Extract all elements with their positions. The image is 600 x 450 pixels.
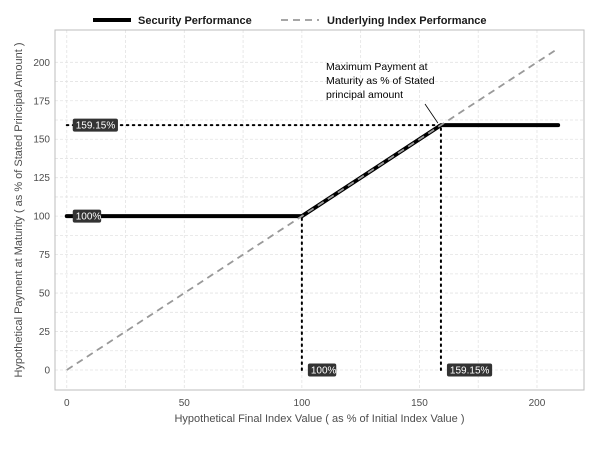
annotation-text-line: Maturity as % of Stated [326, 75, 435, 87]
annotation-text-line: principal amount [326, 89, 403, 101]
y-axis-title: Hypothetical Payment at Maturity ( as % … [13, 42, 25, 377]
legend-label-index: Underlying Index Performance [327, 15, 487, 27]
series [64, 47, 561, 371]
legend-label-security: Security Performance [138, 15, 252, 27]
axis-ticks: 0 50 100 150 200 0 25 50 75 100 125 150 175 200 [33, 58, 545, 409]
underlying-index-line [66, 47, 559, 371]
y-tick-label: 0 [44, 366, 50, 377]
value-label: 159.15% [76, 121, 116, 132]
x-tick-label: 50 [179, 398, 191, 409]
y-tick-label: 75 [39, 250, 51, 261]
y-tick-label: 150 [33, 135, 50, 146]
x-axis-title: Hypothetical Final Index Value ( as % of… [174, 413, 464, 425]
annotation-text-line: Maximum Payment at [326, 61, 428, 73]
x-tick-label: 150 [411, 398, 428, 409]
value-label-box [446, 363, 493, 377]
annotation-pointer [424, 103, 439, 124]
value-label: 100% [311, 366, 337, 377]
y-tick-label: 125 [33, 173, 50, 184]
legend: Security Performance Underlying Index Per… [93, 15, 487, 27]
y-tick-label: 200 [33, 58, 50, 69]
value-label-box [72, 118, 118, 132]
plot-panel-border [54, 29, 585, 391]
x-tick-label: 100 [294, 398, 311, 409]
value-label-box [307, 363, 337, 377]
value-label: 159.15% [450, 366, 490, 377]
annotation: Maximum Payment at Maturity as % of State… [326, 61, 439, 124]
x-tick-label: 0 [64, 398, 70, 409]
y-tick-label: 175 [33, 96, 50, 107]
security-performance-line [64, 123, 561, 219]
grid [55, 30, 584, 390]
value-label-box [72, 209, 102, 223]
value-label: 100% [76, 212, 102, 223]
y-tick-label: 25 [39, 327, 51, 338]
value-labels: 159.15% 100% 100% 159.15% [72, 118, 493, 377]
y-tick-label: 50 [39, 289, 51, 300]
reference-lines [65, 124, 442, 371]
x-tick-label: 200 [529, 398, 546, 409]
y-tick-label: 100 [33, 212, 50, 223]
